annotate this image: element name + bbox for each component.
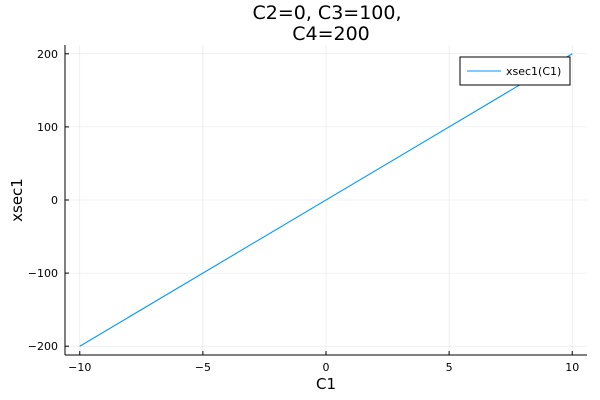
y-tick-label: −100 <box>28 267 58 280</box>
y-tick-label: 0 <box>51 194 58 207</box>
series-line <box>79 53 573 347</box>
axis-ticks: −10 −5 0 5 10 −200 −100 0 100 200 <box>28 48 579 374</box>
y-tick-label: −200 <box>28 340 58 353</box>
y-tick-label: 100 <box>37 121 58 134</box>
x-tick-label: 5 <box>446 361 453 374</box>
legend-label: xsec1(C1) <box>506 65 561 78</box>
x-tick-label: −10 <box>68 361 91 374</box>
legend: xsec1(C1) <box>459 56 571 86</box>
series-layer <box>79 53 573 347</box>
x-axis-label: C1 <box>316 375 336 393</box>
gridlines <box>65 45 587 355</box>
y-tick-label: 200 <box>37 48 58 61</box>
x-tick-label: 0 <box>323 361 330 374</box>
chart-title-line-2: C4=200 <box>292 23 370 45</box>
chart-title-line-1: C2=0, C3=100, <box>252 2 401 24</box>
x-tick-label: 10 <box>565 361 579 374</box>
x-tick-label: −5 <box>195 361 211 374</box>
y-axis-label: xsec1 <box>8 178 26 222</box>
